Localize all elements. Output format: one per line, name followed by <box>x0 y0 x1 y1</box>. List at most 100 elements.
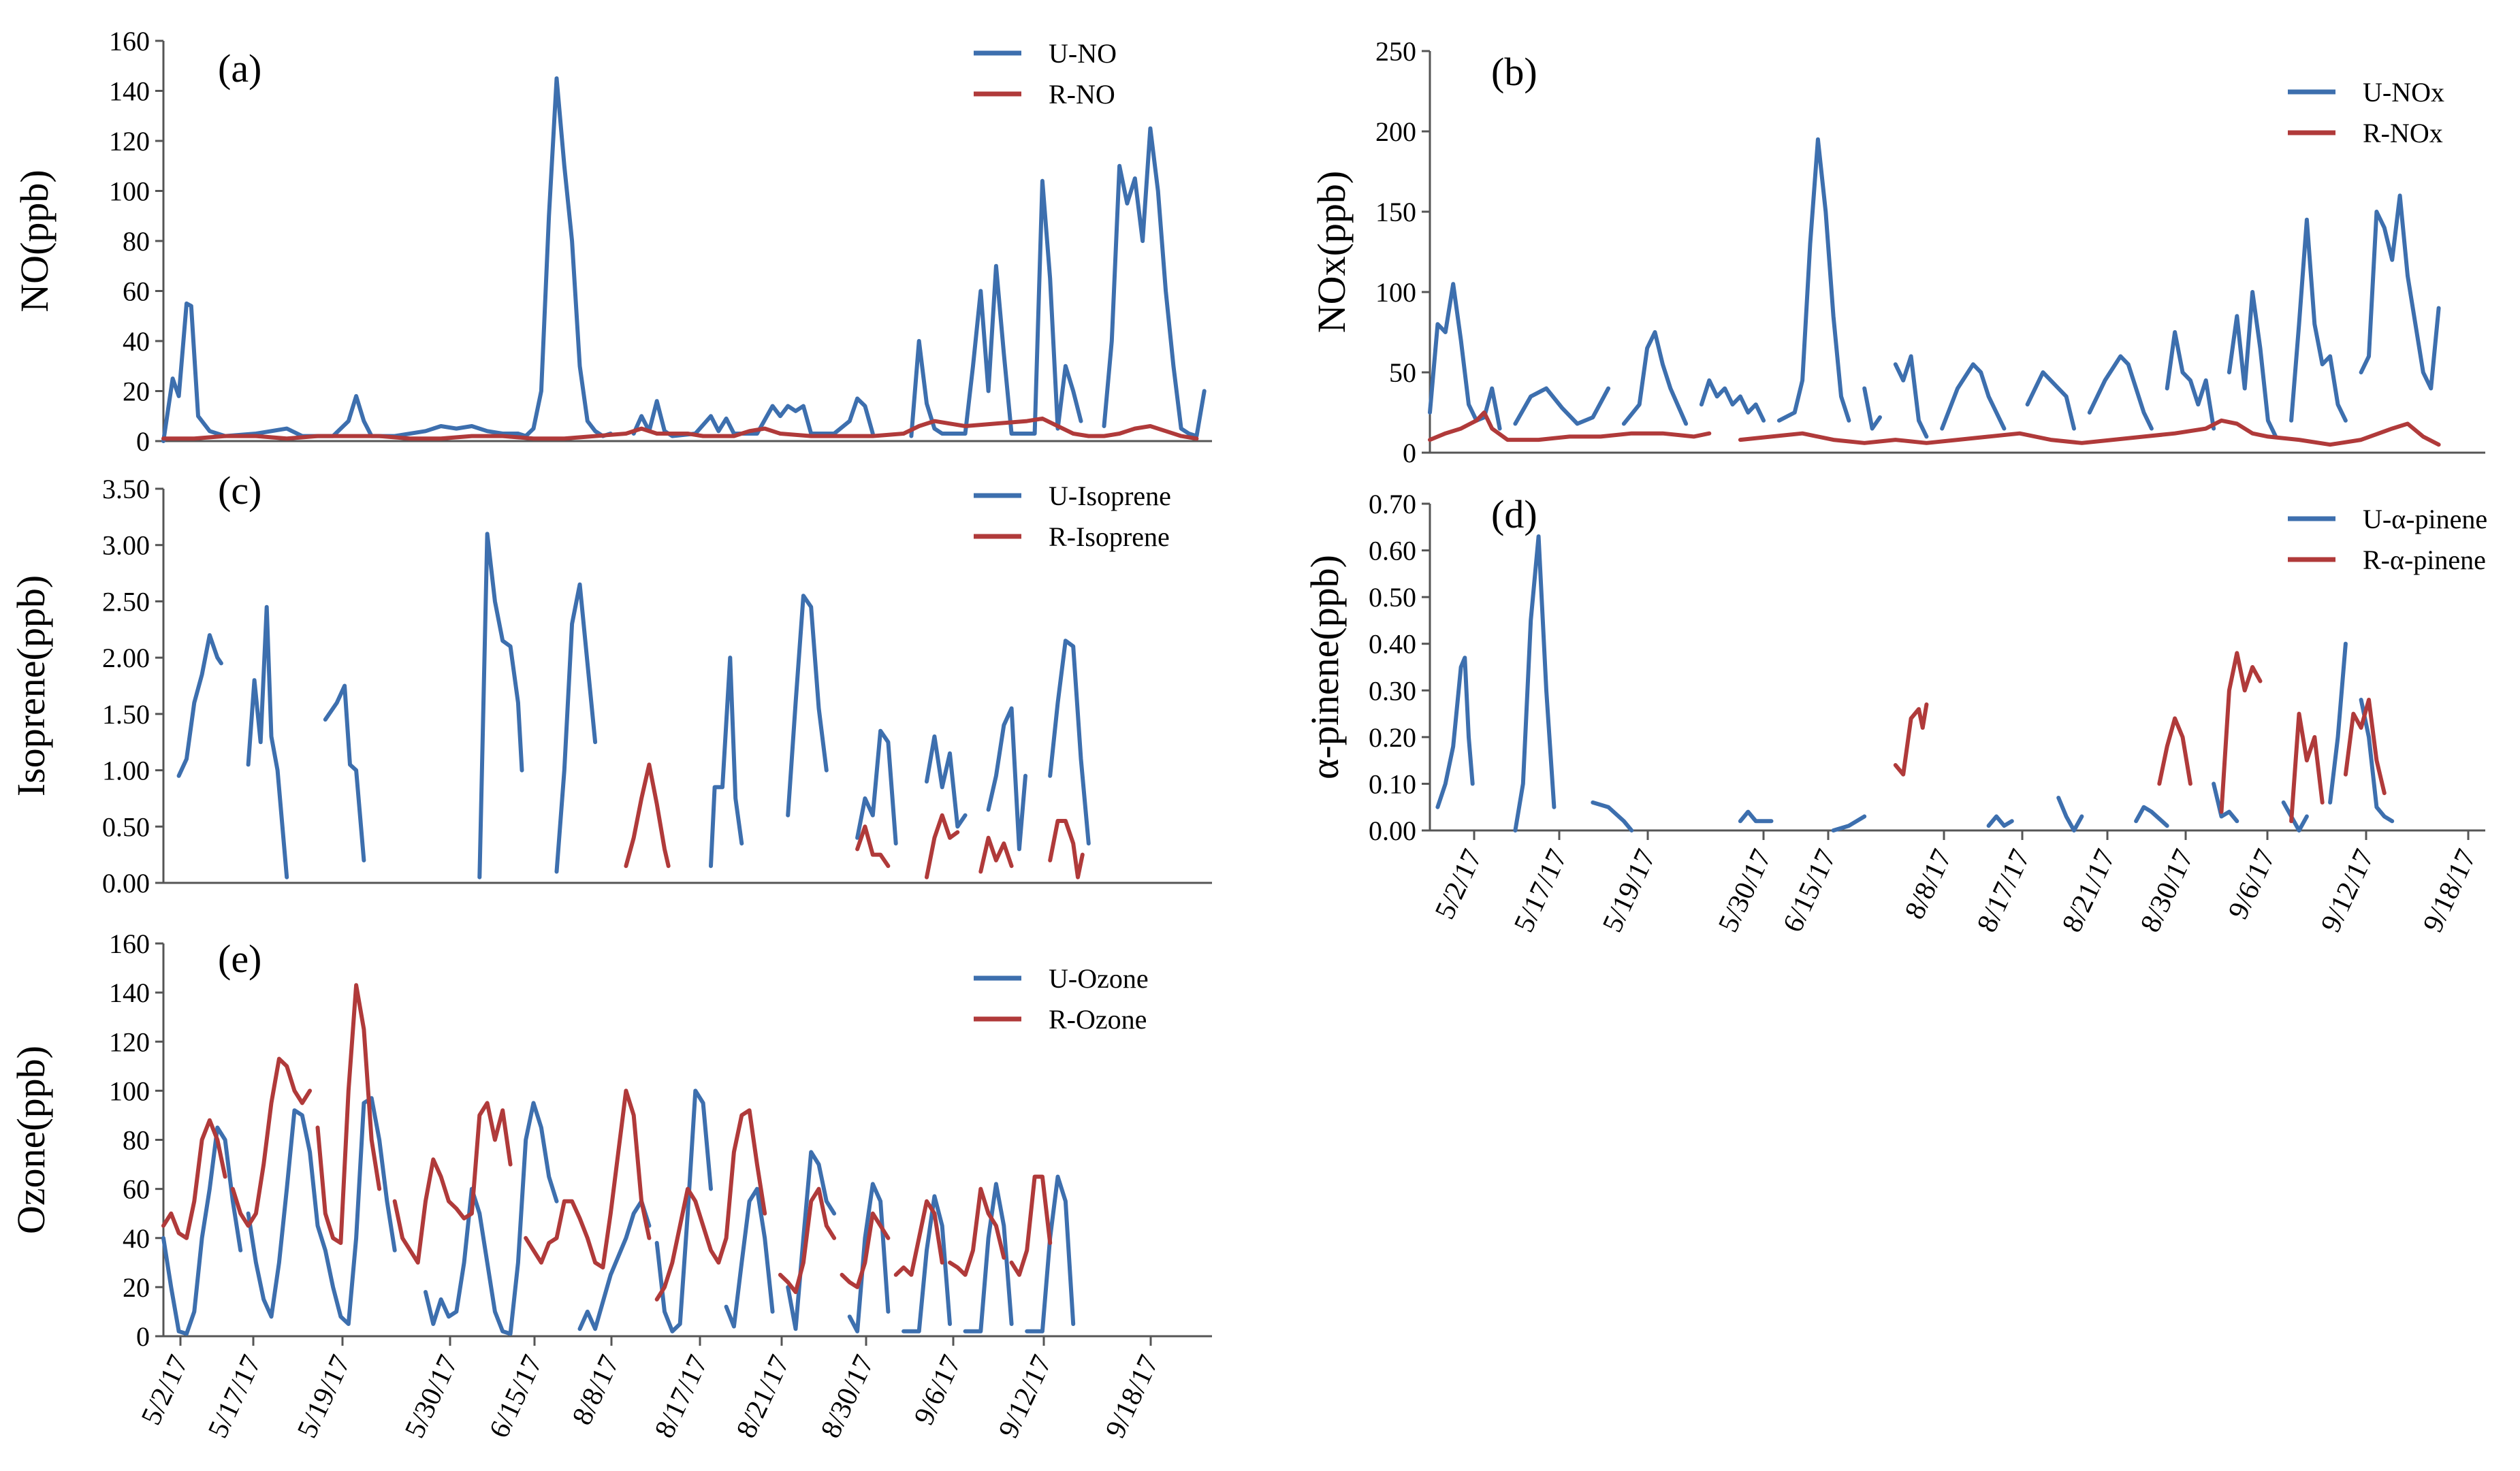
x-tick-label: 8/30/17 <box>815 1351 880 1443</box>
x-tick-label: 9/18/17 <box>1100 1351 1165 1443</box>
x-tick-label: 9/18/17 <box>2417 845 2483 937</box>
x-tick-label: 8/30/17 <box>2135 845 2200 937</box>
series-line <box>855 728 898 846</box>
y-tick-label: 0.60 <box>1369 536 1416 566</box>
series-line <box>161 416 1199 441</box>
y-tick-label: 50 <box>1389 357 1416 388</box>
series-line <box>246 604 289 879</box>
series-line <box>1428 282 1502 431</box>
series-line <box>855 824 891 869</box>
series-line <box>2219 651 2263 814</box>
y-tick-label: 1.50 <box>102 699 150 730</box>
series-line <box>624 762 671 869</box>
series-line <box>1009 1174 1053 1277</box>
x-tick-label: 5/19/17 <box>1597 845 1662 937</box>
series-line <box>2157 716 2192 786</box>
x-tick-label: 9/6/17 <box>908 1351 968 1430</box>
series-line <box>778 1186 837 1295</box>
series-line <box>909 178 1083 438</box>
series-line <box>631 396 875 438</box>
x-tick-label: 6/15/17 <box>483 1351 549 1443</box>
series-line <box>1862 386 1882 431</box>
series-line <box>524 1088 652 1270</box>
series-line <box>315 983 382 1245</box>
y-tick-label: 2.00 <box>102 643 150 673</box>
x-tick-label: 9/12/17 <box>993 1351 1058 1443</box>
panel-b: 0 50 100 150 200 250 NOx(ppb) (b) U-NOx R-NOx <box>1309 36 2485 468</box>
series-line <box>161 76 613 443</box>
y-tick-label: 3.00 <box>102 530 150 561</box>
x-tick-label: 9/6/17 <box>2222 845 2282 924</box>
y-axis-label: NO(ppb) <box>12 169 57 312</box>
series-line <box>2289 711 2325 824</box>
series-line <box>1738 418 2441 447</box>
series-line <box>2087 354 2154 431</box>
y-tick-label: 250 <box>1375 36 1416 67</box>
series-u-isoprene <box>176 532 1091 879</box>
y-tick-label: 0.50 <box>102 811 150 842</box>
panel-label: (d) <box>1491 492 1537 536</box>
series-line <box>978 835 1014 874</box>
series-line <box>1986 814 2014 828</box>
panel-label: (c) <box>218 468 261 513</box>
series-line <box>1893 702 1929 777</box>
y-tick-label: 100 <box>109 176 150 207</box>
series-r-ozone <box>161 983 1053 1302</box>
series-u-α-pinene <box>1435 534 2395 833</box>
legend-label: U-NO <box>1049 38 1117 69</box>
series-line <box>1048 638 1091 846</box>
y-tick-label: 0.10 <box>1369 769 1416 799</box>
series-line <box>1776 137 1851 423</box>
series-line <box>1940 362 2007 431</box>
y-tick-label: 60 <box>123 1174 150 1205</box>
y-tick-label: 80 <box>123 1125 150 1156</box>
series-line <box>786 594 829 818</box>
x-tick-label: 5/2/17 <box>1429 845 1488 924</box>
x-tick-label: 6/15/17 <box>1777 845 1843 937</box>
series-line <box>1513 386 1611 426</box>
y-axis-label: NOx(ppb) <box>1309 171 1354 333</box>
y-tick-label: 140 <box>109 977 150 1008</box>
x-tick-label: 5/30/17 <box>1712 845 1778 937</box>
y-tick-label: 0.00 <box>1369 815 1416 846</box>
series-u-nox <box>1428 137 2441 439</box>
series-line <box>963 1182 1014 1333</box>
y-tick-label: 120 <box>109 1027 150 1057</box>
y-tick-label: 200 <box>1375 116 1416 147</box>
series-line <box>709 656 744 869</box>
series-line <box>2289 217 2348 423</box>
series-line <box>893 1199 944 1277</box>
series-line <box>2359 193 2441 391</box>
x-tick-label: 5/17/17 <box>202 1351 268 1443</box>
y-tick-label: 60 <box>123 276 150 307</box>
legend-label: R-NOx <box>2363 118 2443 148</box>
series-line <box>2056 796 2084 833</box>
legend-label: R-NO <box>1049 79 1115 110</box>
x-tick-label: 8/21/17 <box>2056 845 2122 937</box>
series-line <box>2134 805 2169 828</box>
series-line <box>786 1150 837 1331</box>
panel-c: 0.00 0.50 1.00 1.50 2.00 2.50 3.00 3.50 Isoprene… <box>9 468 1212 899</box>
y-tick-label: 20 <box>123 376 150 407</box>
series-line <box>902 1194 952 1333</box>
series-line <box>654 1088 713 1333</box>
y-tick-label: 0.20 <box>1369 722 1416 753</box>
panel-a: 0 20 40 60 80 100 120 140 160 NO(ppb) (a) U-NO R-NO <box>12 26 1212 457</box>
y-axis-label: Ozone(ppb) <box>9 1046 53 1234</box>
series-r-α-pinene <box>1893 651 2387 824</box>
x-tick-label: 5/2/17 <box>135 1351 195 1430</box>
series-line <box>1621 330 1689 426</box>
series-line <box>1025 1174 1076 1333</box>
y-tick-label: 40 <box>123 1223 150 1254</box>
series-line <box>1102 126 1207 438</box>
series-line <box>161 1118 227 1240</box>
panel-label: (b) <box>1491 50 1537 94</box>
series-line <box>2343 698 2387 796</box>
series-line <box>161 1125 243 1336</box>
series-line <box>577 1199 652 1331</box>
y-tick-label: 100 <box>1375 277 1416 308</box>
series-u-ozone <box>161 1088 1076 1336</box>
panel-label: (a) <box>218 46 261 91</box>
legend-label: U-α-pinene <box>2363 504 2487 534</box>
